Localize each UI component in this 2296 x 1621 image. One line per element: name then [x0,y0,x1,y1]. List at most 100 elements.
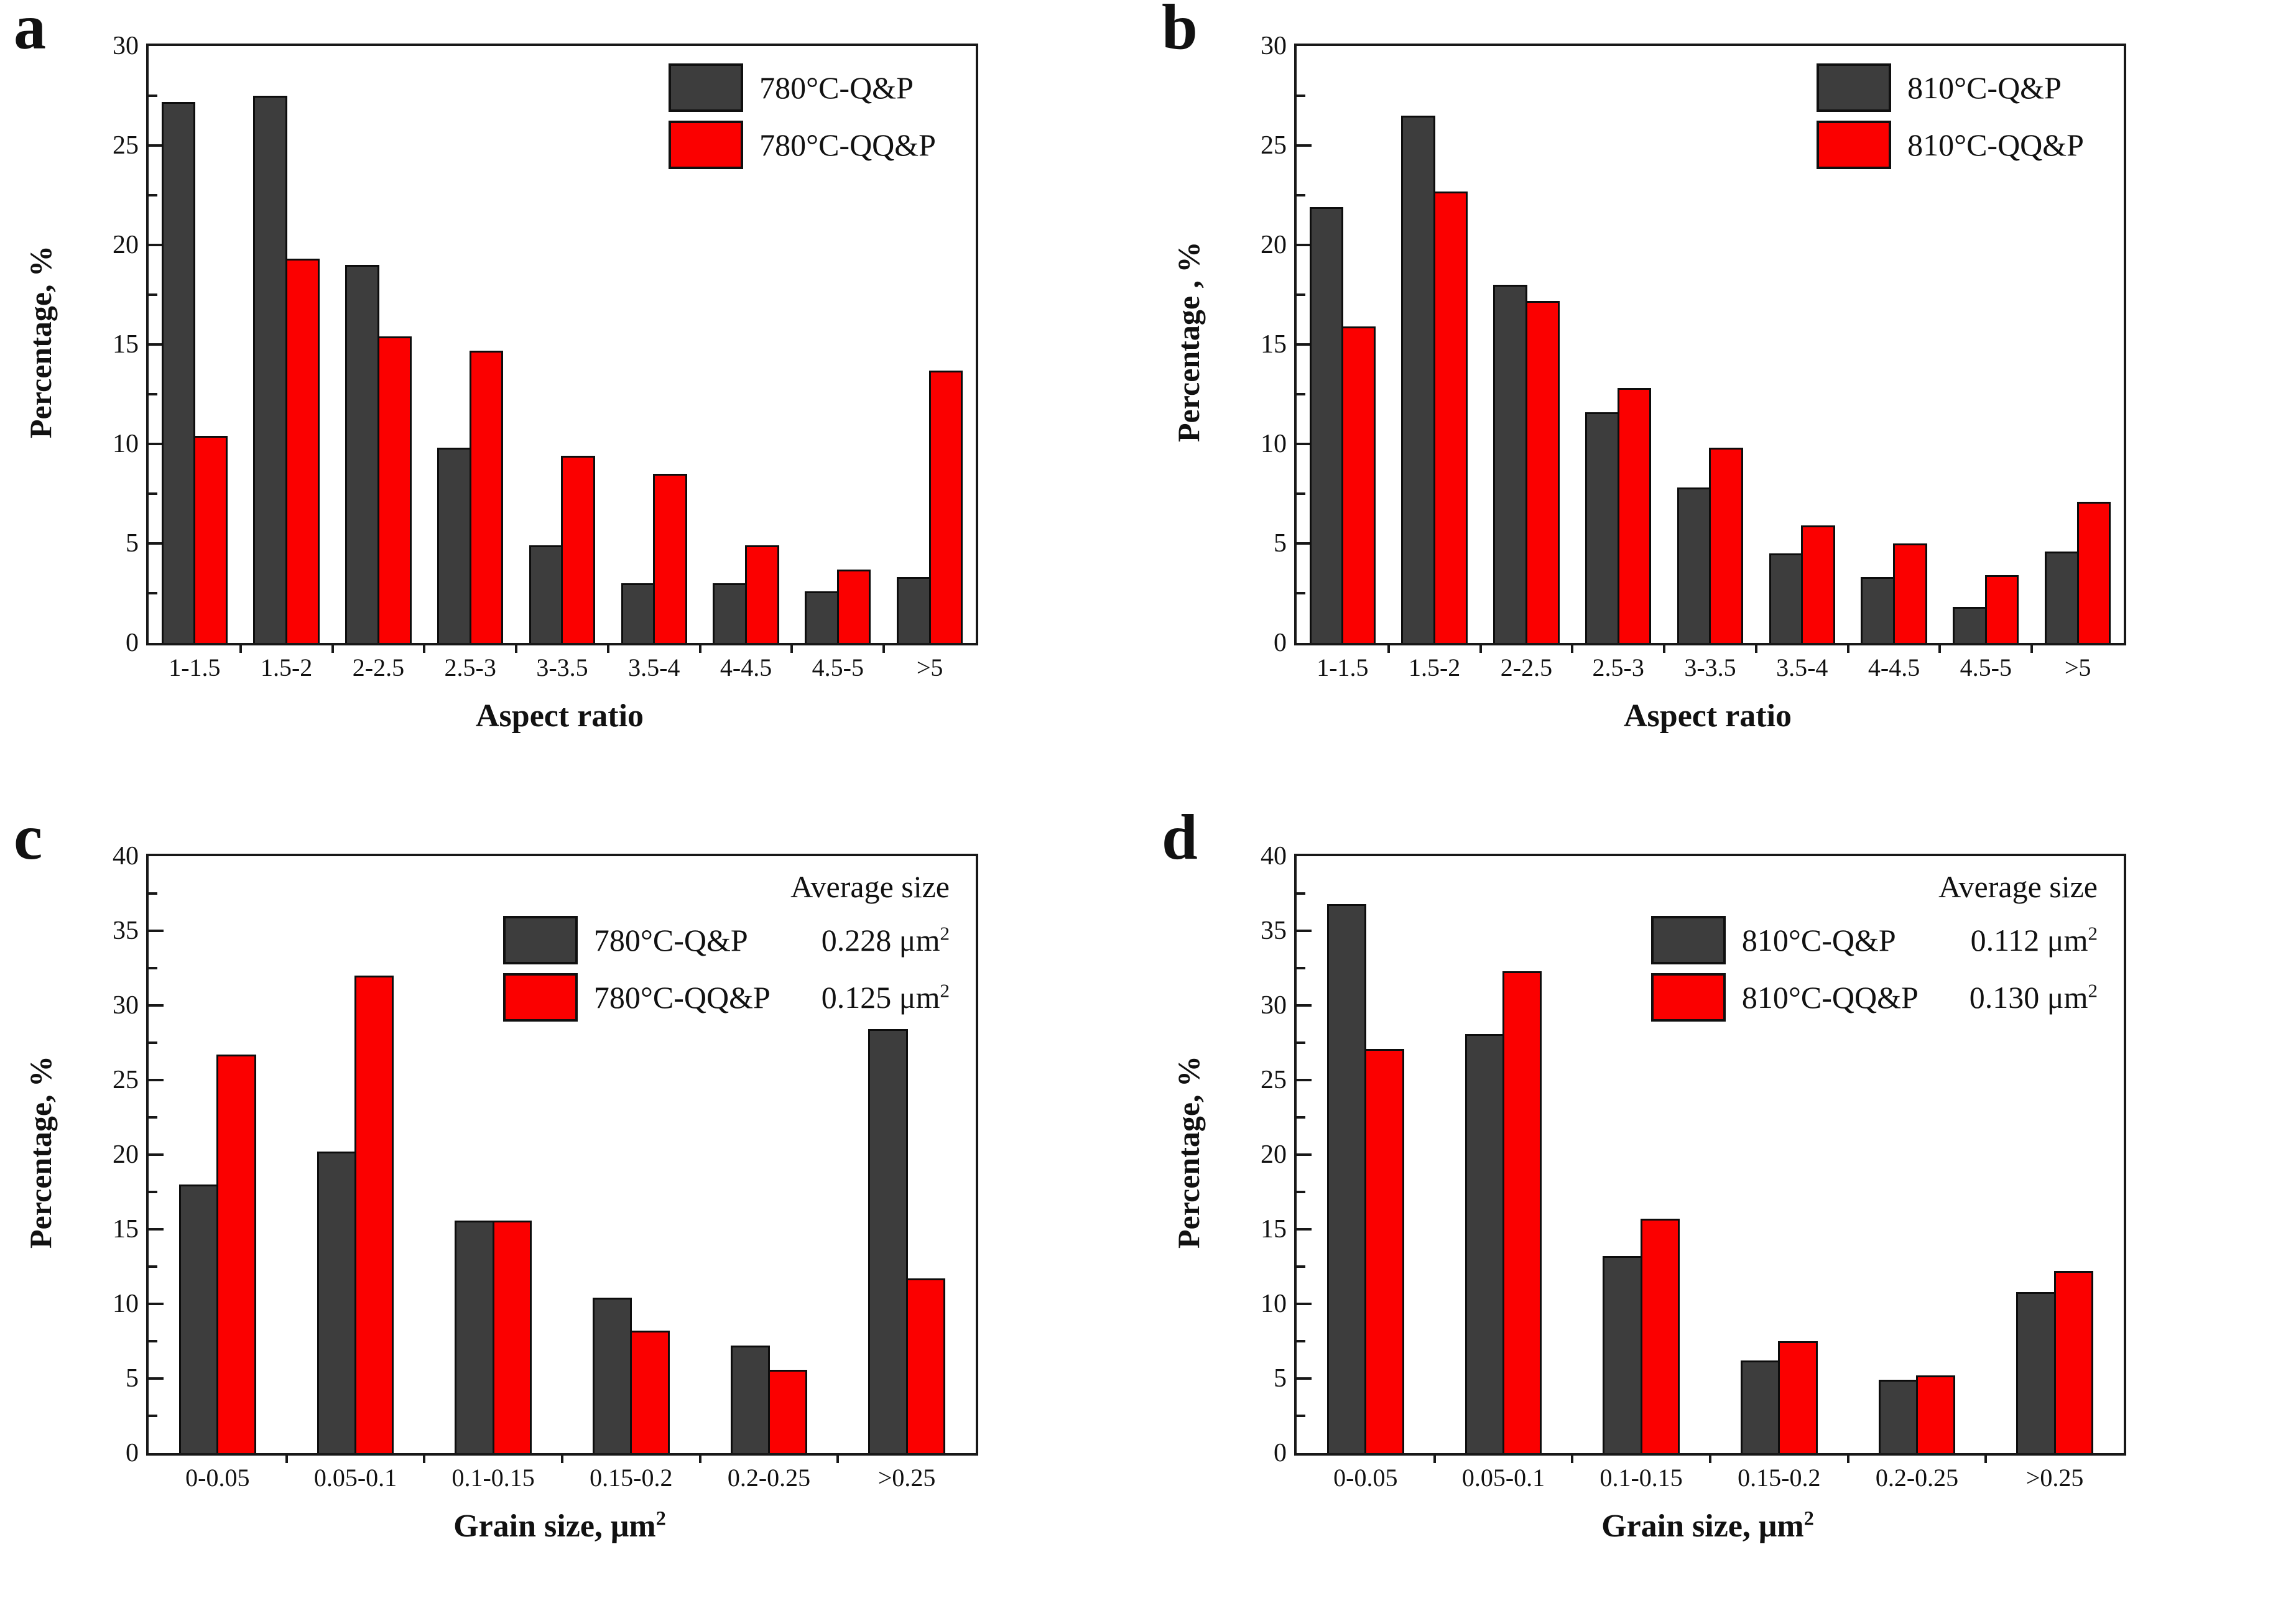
y-minor-tick [149,1191,157,1193]
bar-group [1710,856,1848,1453]
y-tick-label: 30 [113,32,139,60]
panel-d: d Percentage, % 0 5 10 15 20 25 30 35 40 0-0.05 0.05… [1148,805,2296,1620]
bar [836,569,871,643]
bar [1493,285,1527,643]
bar [1778,1341,1818,1453]
bar [1677,487,1711,643]
legend-swatch [1817,63,1892,112]
bar [621,583,655,643]
y-tick-label: 5 [126,529,139,558]
y-tick-label: 10 [1261,430,1287,458]
legend-swatch [669,121,744,169]
legend-header: Average size [1938,869,2098,904]
panel-letter-d: d [1162,801,1198,873]
legend: Average size 810°C-Q&P 0.112 μm2 810°C-QQ&P… [1650,869,2098,1022]
bar-group [333,46,425,643]
x-axis-title: Grain size, μm2 [1601,1507,1814,1544]
bar [345,265,379,643]
y-major-tick [149,1153,164,1156]
y-major-tick [1297,930,1312,932]
superscript-2: 2 [2088,922,2098,944]
x-tick-label: 3.5-4 [1776,653,1828,681]
y-major-tick [1297,443,1312,445]
y-major-tick [1297,1303,1312,1305]
x-axis-tick [1754,643,1757,653]
x-tick-label: 4-4.5 [720,653,772,681]
x-axis-tick [1846,643,1849,653]
legend: 780°C-Q&P 780°C-QQ&P [669,63,936,169]
y-axis-title: Percentage, % [1171,1055,1206,1249]
bar [745,545,779,643]
bar-group [838,856,976,1453]
bar-group [2032,46,2124,643]
y-major-tick [1297,1153,1312,1156]
legend-swatch [1650,973,1726,1022]
legend-label: 780°C-QQ&P [593,980,771,1015]
legend-label: 780°C-Q&P [593,923,748,958]
bar-group [287,856,425,1453]
x-axis-tick [1663,643,1666,653]
bar [2016,1291,2056,1453]
bar-group [516,46,608,643]
bar [1741,1360,1780,1453]
bar [1953,607,1987,643]
x-tick-label: >0.25 [877,1464,936,1492]
y-tick-label: 0 [126,629,139,657]
bar [1709,448,1744,643]
bar [561,456,596,643]
legend-label: 780°C-Q&P [759,70,914,105]
y-minor-tick [149,592,157,594]
y-major-tick [1297,343,1312,346]
y-minor-tick [1297,1191,1305,1193]
bar-group [149,46,241,643]
y-major-tick [1297,1004,1312,1007]
y-minor-tick [1297,892,1305,895]
bar [1502,971,1542,1453]
y-major-tick [149,930,164,932]
y-tick-label: 35 [1261,917,1287,945]
y-major-tick [1297,1377,1312,1380]
y-tick-label: 15 [1261,1215,1287,1244]
y-tick-label: 25 [1261,131,1287,160]
bar [805,591,839,643]
bar [2044,551,2079,643]
bar [630,1331,670,1453]
bar [193,436,228,643]
bar [1861,577,1896,643]
y-minor-tick [1297,1265,1305,1268]
bar-group [1848,856,1986,1453]
panel-b: b Percentage , % 0 5 10 15 20 25 30 1-1.5 1.5-2 2-2… [1148,0,2296,810]
bar [767,1369,808,1453]
y-tick-label: 15 [113,330,139,359]
x-axis-tick [1984,1453,1988,1463]
x-axis-tick [1571,1453,1574,1463]
x-tick-label: 1-1.5 [169,653,221,681]
y-tick-label: 15 [113,1215,139,1244]
y-minor-tick [1297,95,1305,97]
legend-label: 810°C-QQ&P [1907,127,2084,162]
y-tick-label: 30 [1261,32,1287,60]
panel-letter-a: a [14,0,46,63]
legend: 810°C-Q&P 810°C-QQ&P [1817,63,2084,169]
bar-group [149,856,287,1453]
y-minor-tick [1297,393,1305,395]
y-major-tick [1297,542,1312,545]
legend-label: 810°C-QQ&P [1741,980,1919,1015]
y-major-tick [149,1377,164,1380]
bar-group [1756,46,1848,643]
y-tick-label: 25 [1261,1066,1287,1094]
bar [868,1029,908,1453]
legend-label: 810°C-Q&P [1907,70,2062,105]
bar-group [1572,46,1664,643]
legend-label: 780°C-QQ&P [759,127,936,162]
x-tick-label: 2.5-3 [444,653,496,681]
y-tick-label: 5 [1274,1364,1287,1393]
legend-swatch [669,63,744,112]
legend-header: Average size [790,869,950,904]
y-tick-label: 10 [1261,1290,1287,1318]
bar [1465,1033,1504,1453]
panel-letter-c: c [14,801,43,873]
y-major-tick [149,1303,164,1305]
y-minor-tick [149,1041,157,1044]
bar-group [792,46,884,643]
